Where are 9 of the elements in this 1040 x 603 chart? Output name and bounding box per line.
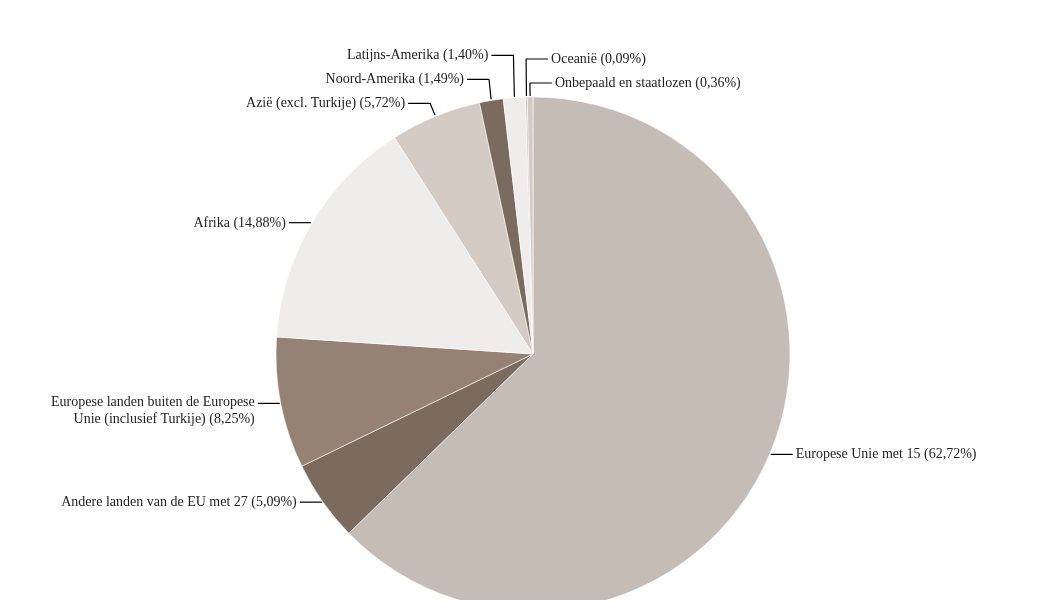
- slice-label: Europese landen buiten de Europese Unie (inclusief Turkije) (8,25%): [51, 394, 256, 428]
- slice-label: Afrika (14,88%): [193, 214, 287, 231]
- slice-label: Azië (excl. Turkije) (5,72%): [246, 95, 406, 112]
- slice-label: Oceanië (0,09%): [551, 51, 647, 68]
- slice-label: Andere landen van de EU met 27 (5,09%): [61, 494, 298, 511]
- slice-label: Latijns-Amerika (1,40%): [346, 47, 489, 64]
- slice-label: Onbepaald en staatlozen (0,36%): [554, 75, 742, 92]
- slice-label: Europese Unie met 15 (62,72%): [795, 446, 977, 463]
- slice-label: Noord-Amerika (1,49%): [325, 71, 465, 88]
